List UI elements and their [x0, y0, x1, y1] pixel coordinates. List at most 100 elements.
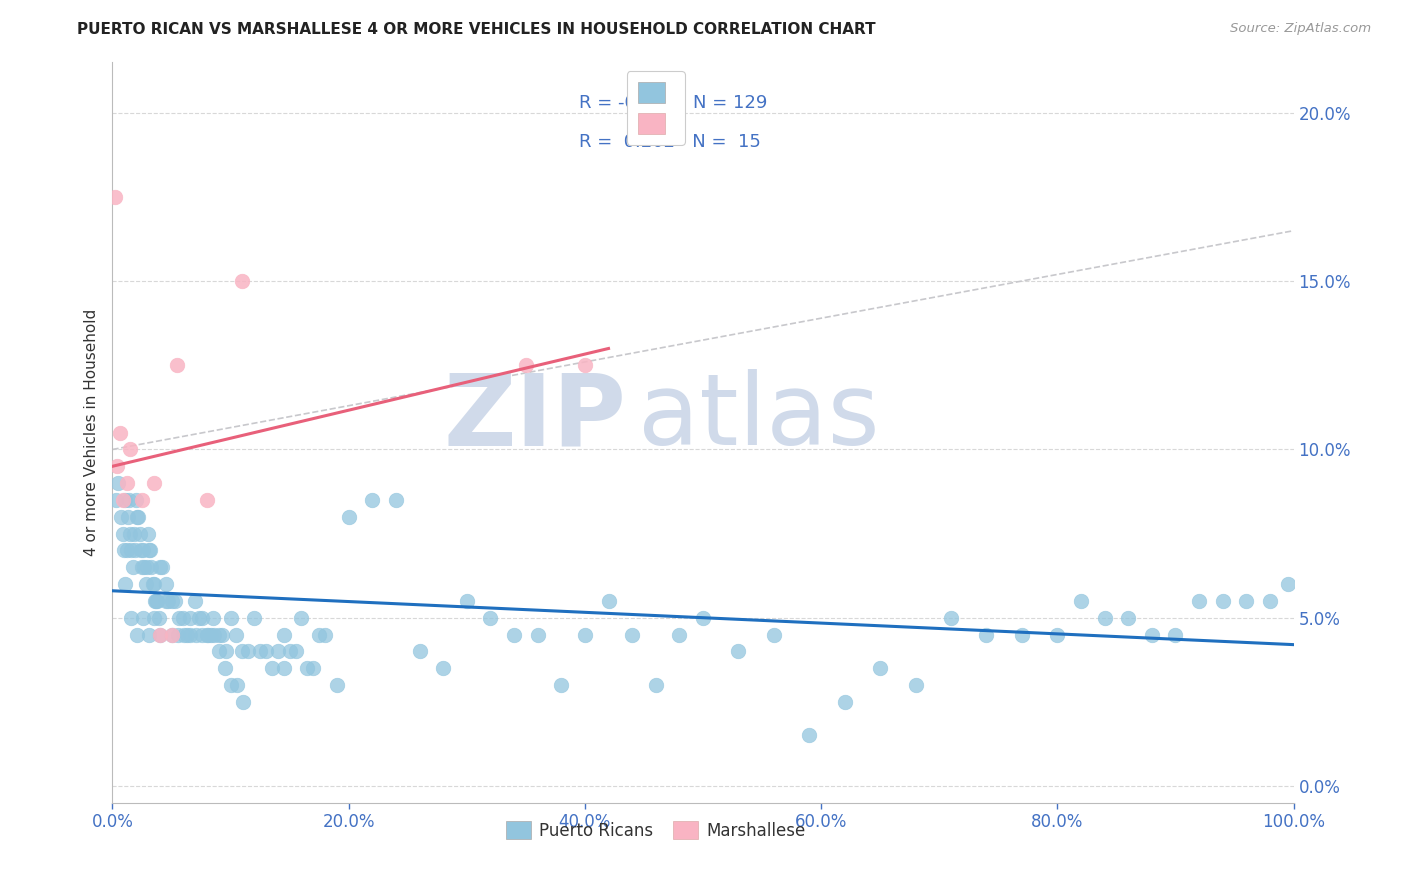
Point: [231, 274, 253, 288]
Point: [105, 492, 128, 507]
Point: [326, 678, 349, 692]
Point: [231, 644, 253, 658]
Point: [105, 459, 128, 474]
Point: [939, 611, 962, 625]
Point: [184, 594, 207, 608]
Point: [148, 611, 170, 625]
Point: [456, 594, 478, 608]
Point: [142, 577, 165, 591]
Point: [179, 627, 201, 641]
Point: [219, 611, 242, 625]
Point: [1188, 594, 1211, 608]
Point: [869, 661, 891, 675]
Point: [128, 526, 150, 541]
Point: [160, 627, 183, 641]
Point: [202, 611, 225, 625]
Point: [621, 627, 644, 641]
Point: [195, 627, 218, 641]
Point: [214, 661, 236, 675]
Point: [526, 627, 548, 641]
Point: [1277, 577, 1299, 591]
Point: [135, 577, 157, 591]
Point: [515, 359, 537, 373]
Point: [129, 543, 152, 558]
Point: [503, 627, 526, 641]
Point: [187, 611, 209, 625]
Point: [238, 644, 260, 658]
Point: [141, 560, 163, 574]
Point: [132, 543, 155, 558]
Point: [598, 594, 620, 608]
Point: [138, 627, 160, 641]
Point: [668, 627, 690, 641]
Point: [302, 661, 325, 675]
Text: ZIP: ZIP: [443, 369, 626, 467]
Point: [127, 509, 149, 524]
Point: [127, 509, 149, 524]
Point: [202, 627, 225, 641]
Point: [115, 543, 138, 558]
Point: [167, 627, 190, 641]
Point: [1046, 627, 1069, 641]
Point: [167, 611, 190, 625]
Legend: Puerto Ricans, Marshallese: Puerto Ricans, Marshallese: [499, 814, 813, 847]
Point: [110, 509, 132, 524]
Point: [136, 526, 159, 541]
Point: [243, 611, 266, 625]
Text: R = -0.270   N = 129: R = -0.270 N = 129: [579, 95, 768, 112]
Point: [195, 492, 218, 507]
Point: [131, 492, 153, 507]
Point: [762, 627, 785, 641]
Point: [173, 627, 195, 641]
Point: [138, 543, 160, 558]
Point: [155, 577, 177, 591]
Point: [799, 729, 821, 743]
Text: atlas: atlas: [638, 369, 880, 467]
Point: [135, 560, 157, 574]
Point: [155, 594, 177, 608]
Point: [179, 611, 201, 625]
Point: [124, 543, 146, 558]
Point: [727, 644, 749, 658]
Point: [408, 644, 430, 658]
Point: [131, 560, 153, 574]
Point: [1116, 611, 1139, 625]
Point: [120, 611, 142, 625]
Point: [215, 644, 238, 658]
Point: [1140, 627, 1163, 641]
Point: [1011, 627, 1033, 641]
Point: [361, 492, 384, 507]
Point: [104, 190, 127, 204]
Point: [156, 594, 179, 608]
Point: [149, 627, 172, 641]
Point: [120, 442, 142, 457]
Point: [190, 627, 212, 641]
Point: [297, 661, 319, 675]
Point: [225, 627, 247, 641]
Point: [146, 594, 169, 608]
Point: [120, 526, 142, 541]
Point: [834, 695, 856, 709]
Point: [143, 594, 166, 608]
Point: [249, 644, 271, 658]
Point: [112, 543, 135, 558]
Point: [284, 644, 307, 658]
Y-axis label: 4 or more Vehicles in Household: 4 or more Vehicles in Household: [83, 309, 98, 557]
Point: [219, 678, 242, 692]
Point: [432, 661, 454, 675]
Point: [314, 627, 336, 641]
Point: [125, 627, 148, 641]
Point: [1094, 611, 1116, 625]
Point: [160, 594, 183, 608]
Point: [121, 560, 143, 574]
Point: [165, 594, 187, 608]
Point: [115, 476, 138, 491]
Point: [197, 627, 219, 641]
Point: [172, 611, 194, 625]
Point: [976, 627, 998, 641]
Point: [1070, 594, 1092, 608]
Point: [273, 627, 295, 641]
Point: [550, 678, 572, 692]
Point: [142, 577, 165, 591]
Point: [278, 644, 301, 658]
